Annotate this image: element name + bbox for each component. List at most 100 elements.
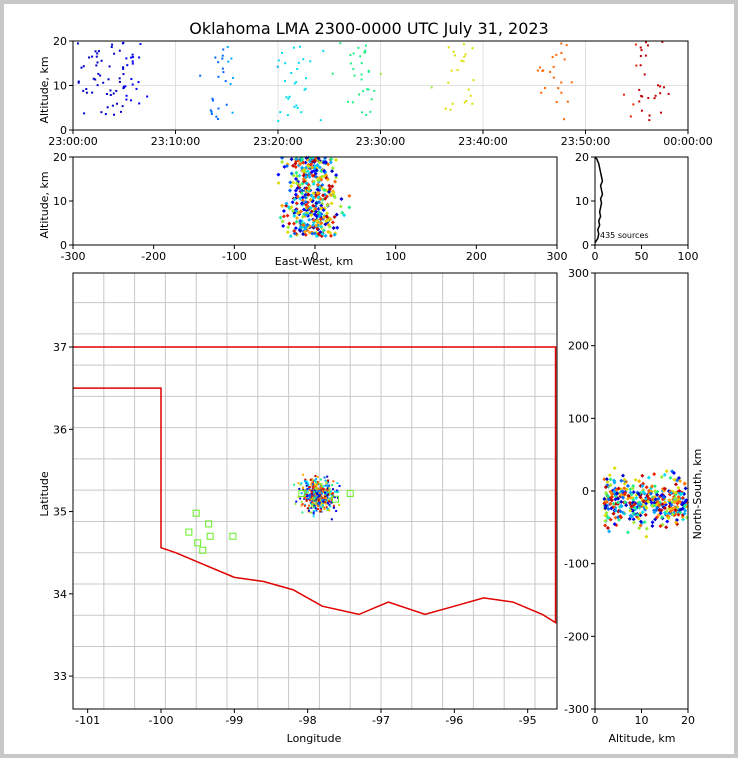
ew-source-point [308,197,313,202]
map-source-point [318,503,321,506]
map-source-point [305,484,308,487]
ns-source-point [606,497,611,502]
ns-source-point [637,526,642,531]
map-source-point [320,508,323,511]
ns-source-point [644,534,649,539]
map-source-point [308,487,311,490]
map-source-point [328,489,331,492]
ns-source-point [603,519,608,524]
ns-source-point [607,529,612,534]
time-source-point [94,78,97,81]
ew-source-point [314,223,319,228]
map-source-point [312,482,315,485]
ew-source-point [323,196,328,201]
ns-source-point [631,520,636,525]
time-source-point [373,89,376,92]
ew-source-point [287,188,292,193]
map-source-point [311,483,314,486]
altitude-histogram-line [594,156,604,244]
ew-source-point [319,224,324,229]
ns-source-point [628,490,633,495]
ns-source-point [673,490,678,495]
map-source-point [336,482,339,485]
ew-source-point [307,172,312,177]
ew-panel-xlabel: East-West, km [275,255,353,268]
figure: Oklahoma LMA 2300-0000 UTC July 31, 2023… [4,4,734,754]
map-source-point [305,480,308,483]
ew-source-point [335,225,340,230]
lma-station-marker [185,528,193,536]
xtick-label: 10 [635,714,649,727]
ns-source-point [662,500,667,505]
ns-source-point [653,497,658,502]
time-source-point [309,60,312,63]
map-source-point [310,483,313,486]
ns-source-point [631,497,636,502]
map-source-point [317,487,320,490]
ew-source-point [301,232,306,237]
map-source-point [305,493,308,496]
time-source-point [112,92,115,95]
map-source-point [312,515,315,518]
ew-source-point [320,231,325,236]
time-source-point [365,113,368,116]
time-source-point [296,67,299,70]
map-source-point [331,488,334,491]
time-source-point [226,46,229,49]
ew-source-point [332,214,337,219]
ns-source-point [602,477,607,482]
ns-source-point [618,509,623,514]
map-source-point [313,490,316,493]
time-source-point [460,59,463,62]
ns-source-point [638,495,643,500]
time-source-point [118,49,121,52]
time-source-point [641,95,644,98]
time-source-point [331,72,334,75]
ns-source-point [638,519,643,524]
ew-source-point [294,159,299,164]
map-source-point [310,490,313,493]
ew-source-point [289,157,294,162]
xtick-label: 00:00:00 [663,135,712,148]
ns-source-point [631,490,636,495]
ns-source-point [617,517,622,522]
map-source-point [318,499,321,502]
time-source-point [131,60,134,63]
time-source-point [662,86,665,89]
xtick-label: -99 [225,714,243,727]
time-source-point [449,108,452,111]
ew-source-point [290,209,295,214]
map-source-point [308,489,311,492]
time-source-point [77,81,80,84]
map-source-point [311,486,314,489]
ew-source-point [301,160,306,165]
ns-source-point [612,522,617,527]
xtick-label: 23:20:00 [253,135,302,148]
map-source-point [322,485,325,488]
time-source-point [369,110,372,113]
map-source-point [317,505,320,508]
map-source-point [319,487,322,490]
ew-source-point [315,191,320,196]
map-source-point [320,495,323,498]
ns-source-point [662,472,667,477]
map-source-point [326,483,329,486]
map-source-point [321,497,324,500]
map-source-point [309,501,312,504]
ew-source-point [300,165,305,170]
map-ylabel: Latitude [38,471,51,517]
xtick-label: -95 [519,714,537,727]
time-source-point [137,81,140,84]
map-source-point [322,489,325,492]
ns-source-point [652,484,657,489]
ew-source-point [303,200,308,205]
ew-source-point [311,218,316,223]
time-source-point [339,42,342,45]
map-source-point [300,500,303,503]
ns-source-point [680,513,685,518]
ns-source-point [655,492,660,497]
time-source-point [121,105,124,108]
map-source-point [323,508,326,511]
time-source-point [536,69,539,72]
ytick-label: 0 [582,485,589,498]
